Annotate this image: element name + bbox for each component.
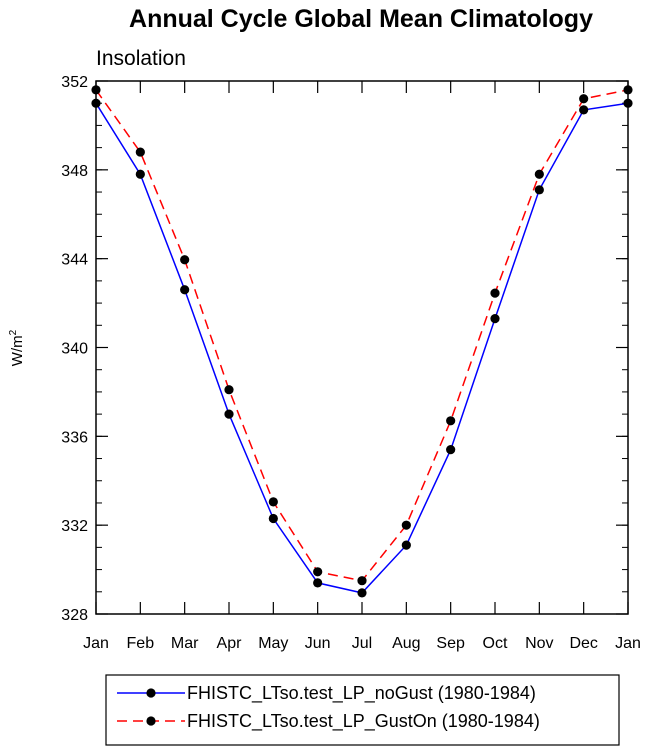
legend-box [105,674,620,746]
series-line [95,89,629,582]
data-point [490,314,500,324]
data-point [224,385,234,395]
legend-marker [146,716,156,726]
legend-item: FHISTC_LTso.test_LP_noGust (1980-1984) [117,683,536,704]
y-tick-label: 352 [61,74,88,91]
legend-item: FHISTC_LTso.test_LP_GustOn (1980-1984) [117,711,540,732]
y-tick-label: 344 [61,252,88,269]
legend: FHISTC_LTso.test_LP_noGust (1980-1984) FH… [105,674,620,746]
y-axis-label-superscript: 2 [8,329,19,335]
legend-items: FHISTC_LTso.test_LP_noGust (1980-1984) FH… [117,683,540,732]
x-tick-label: Jan [83,635,109,652]
y-tick-label: 348 [61,163,88,180]
x-tick-label: Oct [483,635,508,652]
series-layer [91,85,633,598]
x-tick-labels: Jan Feb Mar Apr May Jun Jul Aug Sep Oct Nov Dec Jan [83,635,641,652]
y-tick-label: 340 [61,341,88,358]
x-tick-label: Jan [615,635,641,652]
major-ticks [95,80,629,615]
data-point [180,285,190,295]
y-axis-label: W/m2 [8,329,26,366]
x-tick-label: Sep [436,635,465,652]
chart-title: Annual Cycle Global Mean Climatology [129,5,593,33]
x-tick-label: Jul [352,635,372,652]
x-tick-label: Apr [217,635,243,652]
legend-label: FHISTC_LTso.test_LP_GustOn (1980-1984) [187,711,540,732]
y-tick-labels: 328 332 336 340 344 348 352 [61,74,88,624]
data-point [534,185,544,195]
data-point [446,416,456,426]
data-point [357,588,367,598]
data-point [268,513,278,524]
data-point [135,147,145,157]
x-tick-label: Mar [171,635,199,652]
x-tick-label: Dec [569,635,597,652]
data-point [180,255,190,265]
data-point [313,578,323,588]
data-point [135,169,145,179]
data-point [579,94,589,104]
plot-frame [95,80,629,615]
x-tick-label: Feb [127,635,155,652]
series-2 [91,85,633,586]
y-axis-label-unit: W/m [9,335,26,366]
x-tick-label: Jun [305,635,331,652]
y-tick-label: 332 [61,518,88,535]
data-point [268,497,278,507]
data-point [401,540,411,550]
chart-subtitle: Insolation [96,47,186,70]
data-point [357,576,367,586]
data-point [224,409,234,419]
x-tick-label: Nov [525,635,553,652]
data-point [401,520,411,530]
data-point [534,169,544,179]
data-point [490,288,500,298]
minor-ticks [96,80,628,615]
legend-label: FHISTC_LTso.test_LP_noGust (1980-1984) [187,683,536,704]
series-line [95,102,629,594]
legend-marker [146,688,156,698]
data-point [313,567,323,577]
y-tick-label: 336 [61,429,88,446]
series-1 [91,98,633,598]
data-point [579,105,589,115]
x-tick-label: Aug [392,635,420,652]
x-tick-label: May [258,635,288,652]
data-point [446,445,456,455]
y-tick-label: 328 [61,607,88,624]
